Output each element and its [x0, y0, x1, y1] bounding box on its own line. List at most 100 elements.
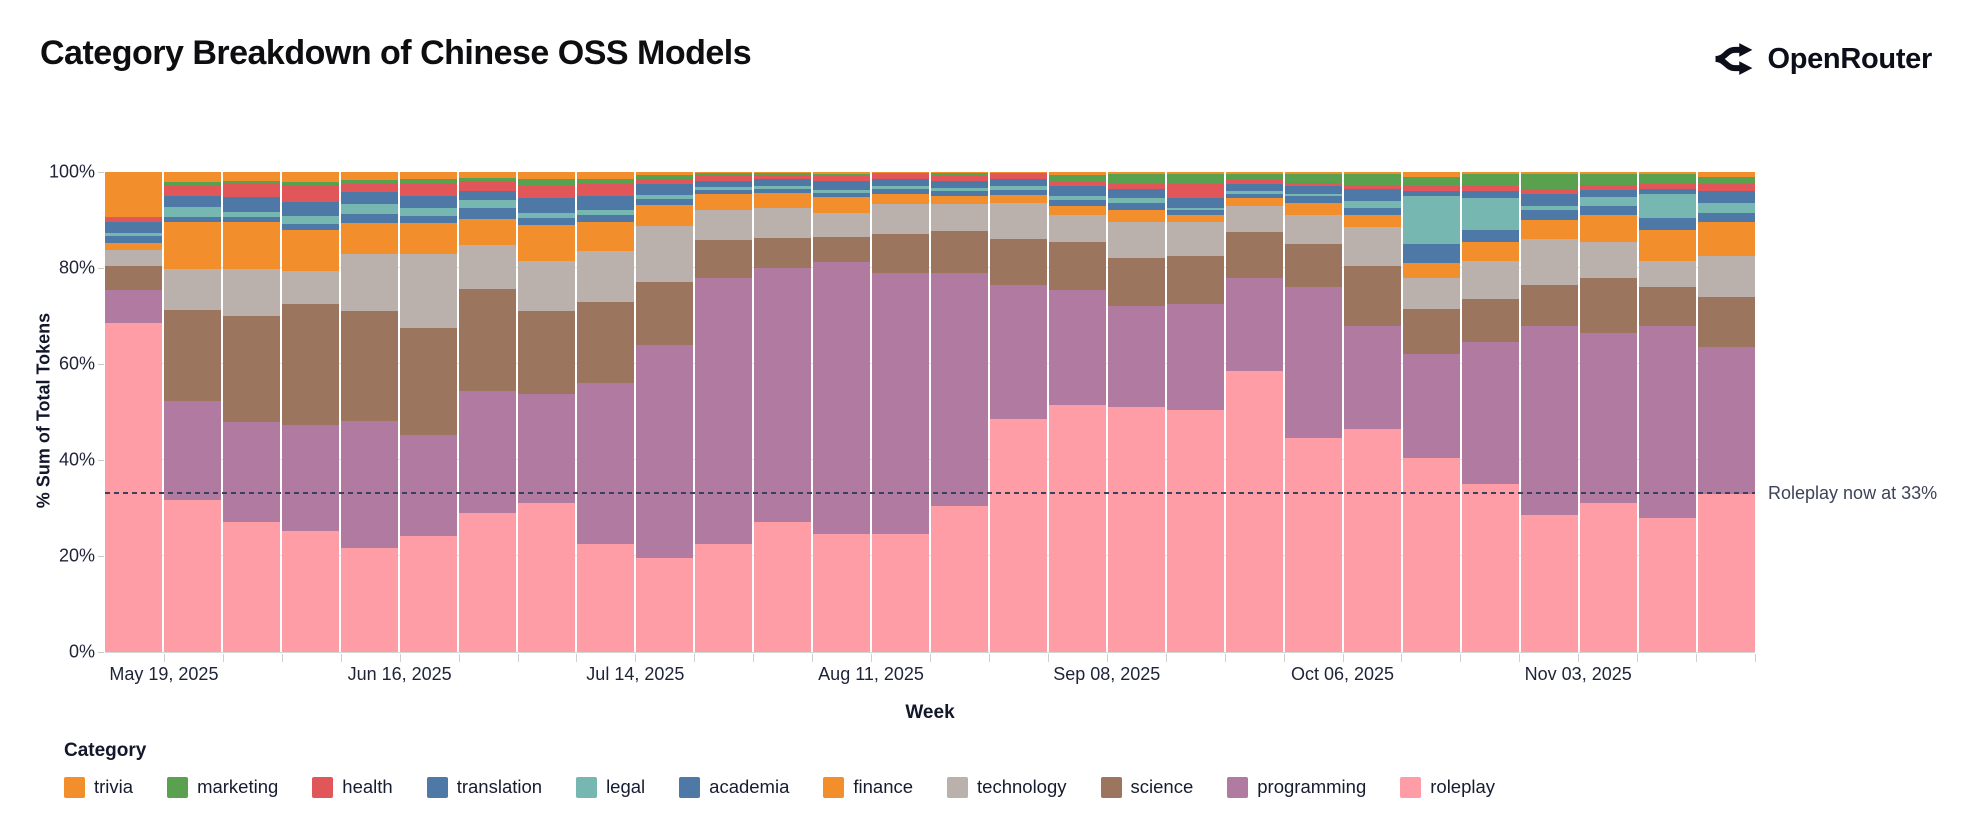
segment-trivia[interactable]: [282, 172, 339, 183]
segment-health[interactable]: [1580, 184, 1637, 190]
segment-technology[interactable]: [282, 270, 339, 305]
segment-roleplay[interactable]: [695, 543, 752, 652]
segment-trivia[interactable]: [1226, 172, 1283, 175]
segment-finance[interactable]: [990, 195, 1047, 204]
segment-marketing[interactable]: [931, 173, 988, 176]
segment-translation[interactable]: [164, 196, 221, 207]
segment-trivia[interactable]: [1403, 172, 1460, 177]
segment-translation[interactable]: [1344, 188, 1401, 201]
segment-roleplay[interactable]: [931, 505, 988, 652]
segment-science[interactable]: [400, 327, 457, 436]
segment-health[interactable]: [223, 184, 280, 197]
segment-technology[interactable]: [1344, 227, 1401, 266]
segment-programming[interactable]: [164, 400, 221, 501]
segment-finance[interactable]: [872, 193, 929, 205]
bar-week-Jul 14, 2025[interactable]: [577, 172, 634, 652]
bar-week-Jun 30, 2025[interactable]: [459, 172, 516, 652]
segment-finance[interactable]: [1462, 241, 1519, 261]
segment-roleplay[interactable]: [341, 547, 398, 652]
segment-health[interactable]: [577, 183, 634, 196]
segment-technology[interactable]: [1521, 239, 1578, 285]
segment-trivia[interactable]: [813, 172, 870, 174]
segment-finance[interactable]: [636, 204, 693, 226]
segment-finance[interactable]: [459, 218, 516, 245]
segment-translation[interactable]: [1462, 191, 1519, 199]
segment-marketing[interactable]: [518, 179, 575, 187]
segment-finance[interactable]: [1521, 219, 1578, 240]
segment-academia[interactable]: [1639, 217, 1696, 230]
segment-finance[interactable]: [754, 193, 811, 209]
segment-academia[interactable]: [1580, 205, 1637, 216]
bar-week-Aug 04, 2025[interactable]: [754, 172, 811, 652]
segment-academia[interactable]: [1226, 193, 1283, 199]
segment-legal[interactable]: [223, 212, 280, 218]
segment-technology[interactable]: [1580, 241, 1637, 278]
segment-legal[interactable]: [754, 185, 811, 189]
segment-health[interactable]: [931, 175, 988, 181]
segment-roleplay[interactable]: [1580, 503, 1637, 652]
segment-translation[interactable]: [105, 222, 162, 234]
segment-health[interactable]: [1403, 186, 1460, 192]
segment-technology[interactable]: [1639, 260, 1696, 288]
segment-programming[interactable]: [1639, 325, 1696, 518]
segment-technology[interactable]: [1167, 222, 1224, 256]
segment-roleplay[interactable]: [1698, 493, 1755, 652]
segment-marketing[interactable]: [1462, 174, 1519, 187]
bar-week-Oct 27, 2025[interactable]: [1462, 172, 1519, 652]
segment-translation[interactable]: [341, 192, 398, 205]
segment-finance[interactable]: [1108, 210, 1165, 223]
segment-translation[interactable]: [1285, 186, 1342, 194]
segment-academia[interactable]: [282, 223, 339, 231]
bar-week-Aug 11, 2025[interactable]: [813, 172, 870, 652]
segment-translation[interactable]: [518, 198, 575, 213]
segment-science[interactable]: [105, 266, 162, 290]
segment-finance[interactable]: [1285, 203, 1342, 216]
segment-programming[interactable]: [990, 284, 1047, 420]
segment-translation[interactable]: [1167, 198, 1224, 208]
segment-programming[interactable]: [636, 344, 693, 559]
segment-roleplay[interactable]: [1462, 483, 1519, 652]
segment-translation[interactable]: [1639, 188, 1696, 194]
segment-marketing[interactable]: [636, 175, 693, 180]
segment-programming[interactable]: [1698, 347, 1755, 494]
segment-roleplay[interactable]: [1108, 407, 1165, 652]
segment-translation[interactable]: [1226, 183, 1283, 192]
segment-academia[interactable]: [341, 214, 398, 223]
segment-roleplay[interactable]: [1285, 438, 1342, 652]
segment-trivia[interactable]: [577, 172, 634, 180]
bar-week-Nov 24, 2025[interactable]: [1698, 172, 1755, 652]
segment-science[interactable]: [459, 289, 516, 392]
segment-trivia[interactable]: [1580, 172, 1637, 175]
segment-translation[interactable]: [223, 196, 280, 213]
bar-week-May 19, 2025[interactable]: [105, 172, 162, 652]
segment-health[interactable]: [1639, 183, 1696, 189]
bar-week-Jun 09, 2025[interactable]: [282, 172, 339, 652]
segment-legal[interactable]: [518, 212, 575, 218]
segment-marketing[interactable]: [990, 172, 1047, 175]
segment-technology[interactable]: [400, 253, 457, 328]
segment-science[interactable]: [1344, 265, 1401, 326]
segment-roleplay[interactable]: [400, 536, 457, 652]
segment-academia[interactable]: [1403, 243, 1460, 264]
segment-legal[interactable]: [1285, 193, 1342, 196]
segment-finance[interactable]: [1639, 229, 1696, 261]
segment-programming[interactable]: [1462, 342, 1519, 484]
segment-academia[interactable]: [223, 217, 280, 222]
segment-translation[interactable]: [872, 179, 929, 187]
segment-marketing[interactable]: [1403, 176, 1460, 187]
bar-week-Jun 02, 2025[interactable]: [223, 172, 280, 652]
segment-technology[interactable]: [754, 208, 811, 238]
segment-programming[interactable]: [518, 394, 575, 504]
segment-translation[interactable]: [459, 191, 516, 200]
segment-trivia[interactable]: [754, 172, 811, 174]
segment-science[interactable]: [1108, 258, 1165, 307]
segment-trivia[interactable]: [341, 172, 398, 181]
segment-roleplay[interactable]: [1403, 457, 1460, 652]
segment-academia[interactable]: [1344, 207, 1401, 216]
bar-week-Nov 10, 2025[interactable]: [1580, 172, 1637, 652]
segment-legal[interactable]: [872, 186, 929, 189]
segment-health[interactable]: [164, 184, 221, 197]
segment-health[interactable]: [1521, 188, 1578, 194]
segment-science[interactable]: [518, 311, 575, 395]
segment-science[interactable]: [1049, 241, 1106, 290]
